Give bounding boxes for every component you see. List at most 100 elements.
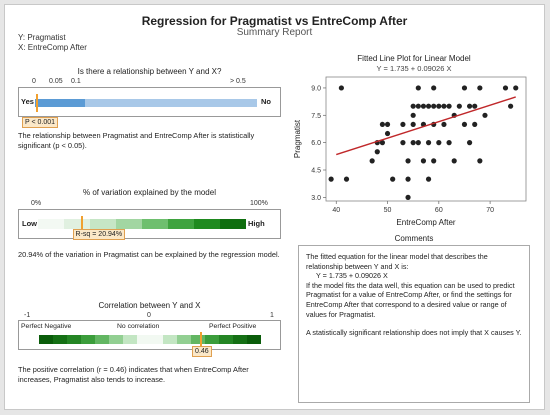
data-point (451, 158, 457, 164)
data-point (461, 121, 468, 128)
variation-text: 20.94% of the variation in Pragmatist ca… (18, 250, 280, 259)
grad-seg (95, 335, 109, 344)
comments-equation: Y = 1.735 + 0.09026 X (316, 271, 388, 281)
data-point (379, 140, 386, 146)
variation-meter: Low High (18, 209, 281, 239)
relationship-meter: Yes No (18, 87, 281, 117)
data-point (420, 158, 427, 164)
data-point (369, 158, 375, 164)
correlation-marker (200, 332, 203, 347)
corr-tick-neg1: -1 (24, 312, 31, 319)
var-tick-0: 0% (31, 200, 42, 207)
data-point (400, 121, 406, 128)
data-point (338, 85, 344, 91)
data-point (400, 140, 406, 146)
grad-seg (123, 335, 137, 344)
r-squared-marker (80, 216, 83, 234)
plot-frame (325, 76, 527, 202)
y-tick-label: 3.0 (311, 195, 321, 202)
data-point (508, 103, 514, 109)
correlation-meter: Perfect Negative No correlation Perfect … (18, 320, 281, 350)
report-subtitle: Summary Report (236, 27, 313, 38)
x-tick-label: 70 (486, 207, 494, 214)
comments-title: Comments (394, 234, 434, 243)
data-point (343, 176, 350, 182)
data-point (405, 194, 411, 200)
not-significant-band (85, 99, 257, 107)
comments-intro: The fitted equation for the linear model… (306, 252, 488, 271)
variation-gradient (38, 219, 246, 229)
data-point (466, 140, 473, 146)
grad-seg (67, 335, 81, 344)
correlation-gradient (39, 335, 261, 344)
y-axis-label: Pragmatist (293, 119, 302, 158)
var-tick-100: 100% (250, 200, 268, 207)
y-tick-label: 4.5 (311, 168, 321, 175)
data-point (431, 158, 437, 164)
y-variable-label: Y: Pragmatist (18, 33, 66, 42)
fitted-line-plot: 40 50 60 70 3.0 4.5 6.0 7.5 9.0 EntreComp After Pr… (293, 76, 527, 227)
plot-equation: Y = 1.735 + 0.09026 X (376, 64, 452, 73)
plot-title: Fitted Line Plot for Linear Model (357, 54, 471, 63)
grad-seg (142, 219, 168, 229)
data-point (425, 103, 432, 109)
grad-seg (38, 219, 64, 229)
data-point (384, 121, 391, 128)
comments-box: The fitted equation for the linear model… (298, 245, 530, 403)
data-point (472, 121, 478, 128)
data-point (461, 85, 468, 91)
data-point (436, 140, 442, 146)
grad-seg (90, 219, 116, 229)
data-point (446, 140, 452, 146)
grad-seg (220, 219, 246, 229)
grad-seg (177, 335, 191, 344)
fitted-line (336, 96, 516, 156)
high-label: High (248, 219, 265, 228)
grad-seg (168, 219, 194, 229)
yes-label: Yes (21, 97, 34, 106)
data-point (472, 103, 478, 109)
x-variable-label: X: EntreComp After (18, 43, 87, 52)
grad-seg (163, 335, 177, 344)
perfect-negative-label: Perfect Negative (21, 323, 72, 330)
data-point (415, 140, 421, 146)
data-point (405, 158, 411, 164)
rel-tick-01: 0.1 (71, 78, 81, 85)
data-point (446, 103, 452, 109)
data-point (415, 103, 421, 109)
comments-p3: A statistically significant relationship… (306, 328, 522, 338)
correlation-tag: 0.46 (192, 346, 212, 357)
grad-seg (247, 335, 261, 344)
data-point (436, 103, 442, 109)
grad-seg (116, 219, 142, 229)
data-point (441, 103, 447, 109)
data-point (415, 85, 421, 91)
data-point (379, 121, 386, 128)
data-point (431, 85, 437, 91)
grad-seg (39, 335, 53, 344)
correlation-title: Correlation between Y and X (98, 301, 201, 310)
data-point (420, 103, 427, 109)
comments-prediction: If the model fits the data well, this eq… (306, 280, 515, 319)
relationship-text: The relationship between Pragmatist and … (18, 131, 255, 150)
y-tick-label: 7.5 (311, 113, 321, 120)
p-value-tag: P < 0.001 (22, 117, 59, 128)
rel-tick-0: 0 (32, 78, 36, 85)
grad-seg (81, 335, 95, 344)
data-point (477, 158, 483, 164)
data-point (477, 85, 483, 91)
rel-tick-005: 0.05 (49, 78, 63, 85)
grad-seg (64, 219, 90, 229)
x-tick-label: 40 (332, 207, 340, 214)
x-tick-label: 60 (435, 207, 443, 214)
no-label: No (261, 97, 271, 106)
data-point (466, 103, 473, 109)
x-tick-label: 50 (384, 207, 392, 214)
grad-seg (194, 219, 220, 229)
data-point (328, 176, 334, 182)
data-point (456, 103, 462, 109)
report-title: Regression for Pragmatist vs EntreComp A… (141, 14, 408, 28)
data-point (431, 103, 437, 109)
data-point (410, 103, 416, 109)
comments-p1: The fitted equation for the linear model… (306, 252, 522, 319)
